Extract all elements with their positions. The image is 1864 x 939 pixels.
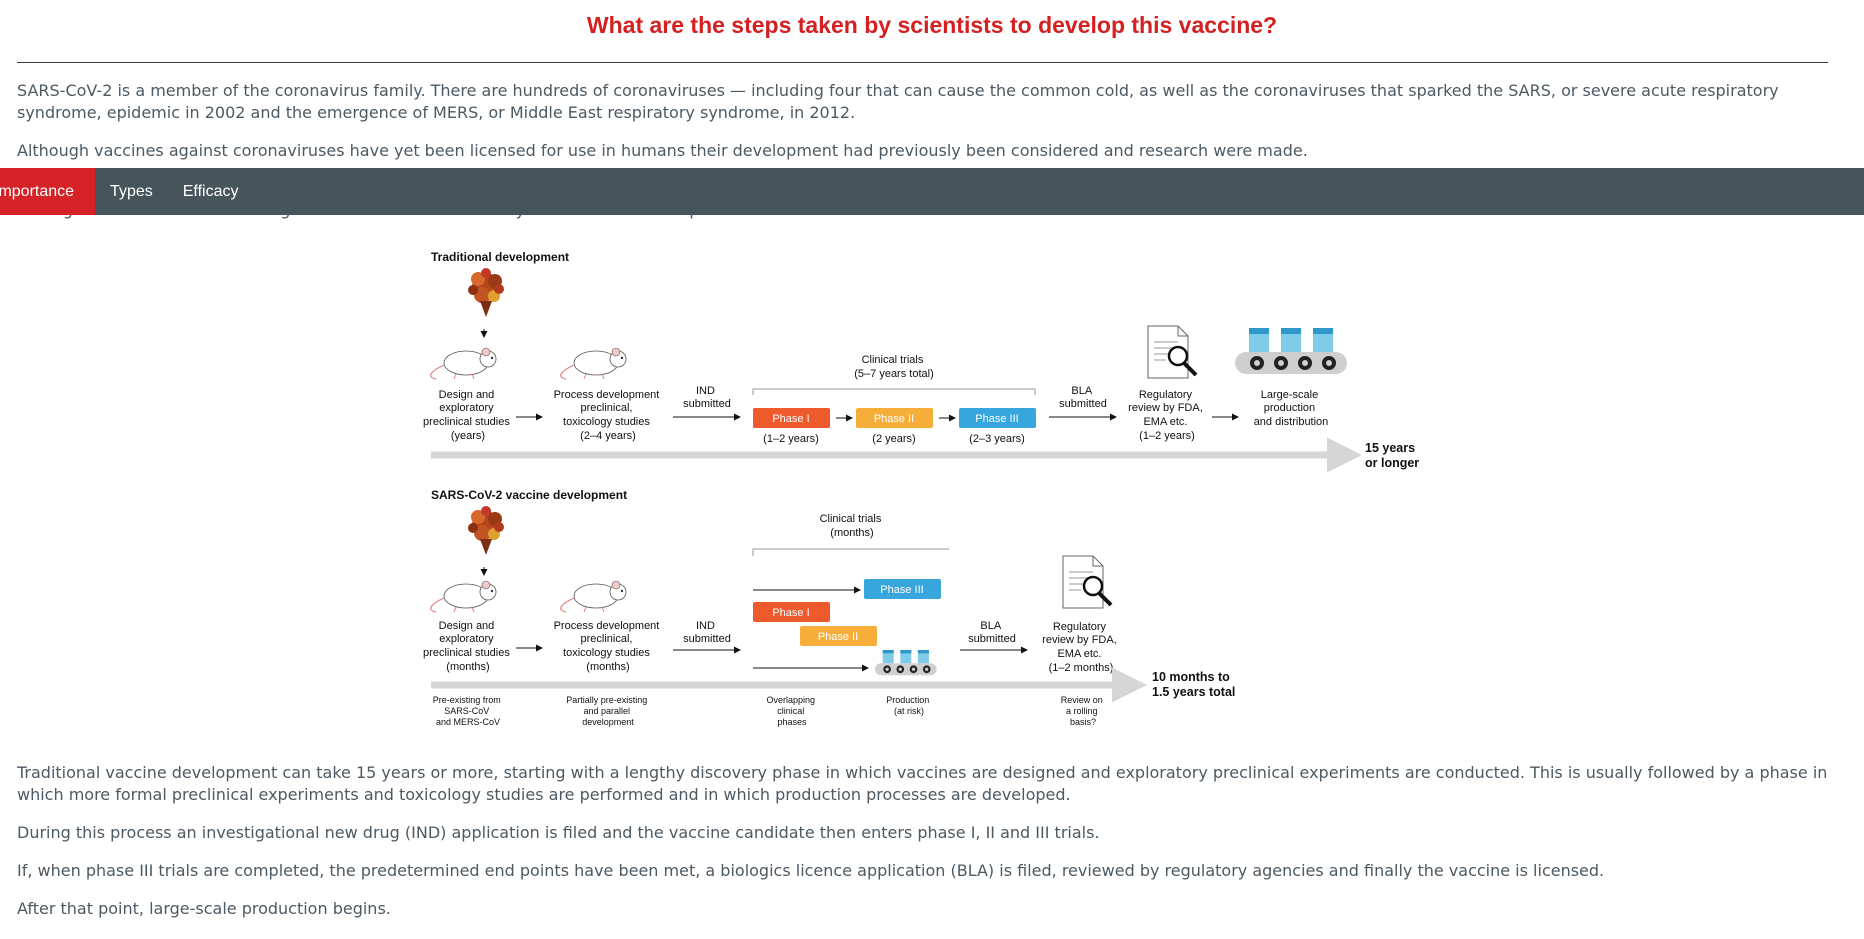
sars-ind: IND submitted xyxy=(683,620,731,645)
sars-phase3-box xyxy=(864,579,941,599)
mouse-icon xyxy=(430,347,497,380)
sars-phase2-label: Phase II xyxy=(818,631,858,643)
traditional-phase1-label: Phase I xyxy=(772,413,809,425)
traditional-clinical-label: Clinical trials (5–7 years total) xyxy=(854,354,933,380)
production-at-risk-icon xyxy=(875,650,937,676)
intro-paragraph-2: Although vaccines against coronaviruses … xyxy=(17,141,1308,160)
mouse-icon xyxy=(560,580,627,613)
title-divider xyxy=(17,62,1828,63)
traditional-review: Regulatory review by FDA, EMA etc. (1–2 … xyxy=(1128,389,1206,442)
traditional-phase3-box xyxy=(959,408,1036,428)
section-tab-bar: Importance Types Efficacy xyxy=(0,168,1864,215)
sars-review: Regulatory review by FDA, EMA etc. (1–2 … xyxy=(1042,621,1120,674)
body-paragraph-4: After that point, large-scale production… xyxy=(17,899,391,918)
sars-phase1-box xyxy=(753,602,830,622)
sars-total: 10 months to 1.5 years total xyxy=(1152,670,1235,699)
tab-efficacy-label: Efficacy xyxy=(182,183,239,200)
sars-note-review: Review on a rolling basis? xyxy=(1061,695,1106,727)
virus-icon xyxy=(468,268,504,317)
body-paragraph-3: If, when phase III trials are completed,… xyxy=(17,861,1605,880)
traditional-phase2-time: (2 years) xyxy=(872,433,915,445)
sars-note-parallel: Partially pre-existing and parallel deve… xyxy=(566,695,650,727)
vaccine-timeline-diagram: Traditional development Design and explo… xyxy=(423,250,1419,727)
traditional-phase2-label: Phase II xyxy=(874,413,914,425)
body-paragraph-1: Traditional vaccine development can take… xyxy=(17,763,1828,804)
sars-heading: SARS-CoV-2 vaccine development xyxy=(431,488,627,502)
regulatory-review-icon xyxy=(1146,324,1198,380)
traditional-phase3-label: Phase III xyxy=(975,413,1018,425)
clinical-bracket xyxy=(752,548,949,556)
traditional-total: 15 years or longer xyxy=(1365,441,1419,470)
sars-step1: Design and exploratory preclinical studi… xyxy=(423,620,513,673)
sars-step2: Process development preclinical, toxicol… xyxy=(554,620,663,673)
regulatory-review-icon xyxy=(1061,554,1113,610)
body-paragraph-2: During this process an investigational n… xyxy=(17,823,1100,842)
traditional-step1: Design and exploratory preclinical studi… xyxy=(423,389,513,442)
virus-icon xyxy=(468,506,504,555)
tab-types[interactable]: Types xyxy=(95,168,168,215)
sars-note-overlapping: Overlapping clinical phases xyxy=(766,695,817,727)
traditional-bla: BLA submitted xyxy=(1059,385,1107,410)
vaccine-development-figure: Traditional development Design and explo… xyxy=(400,238,1460,742)
sars-bla: BLA submitted xyxy=(968,620,1016,645)
traditional-heading: Traditional development xyxy=(431,250,569,264)
tab-importance-label: Importance xyxy=(0,183,75,200)
traditional-step2: Process development preclinical, toxicol… xyxy=(554,389,663,442)
sars-phase1-label: Phase I xyxy=(772,607,809,619)
mouse-icon xyxy=(560,347,627,380)
traditional-phase1-time: (1–2 years) xyxy=(763,433,819,445)
production-line-icon xyxy=(1235,328,1347,374)
sars-clinical-label: Clinical trials (months) xyxy=(820,513,885,539)
page-title: What are the steps taken by scientists t… xyxy=(586,12,1278,38)
traditional-phase1-box xyxy=(753,408,830,428)
traditional-phase2-box xyxy=(856,408,933,428)
tab-efficacy[interactable]: Efficacy xyxy=(168,168,254,215)
traditional-phase3-time: (2–3 years) xyxy=(969,433,1025,445)
traditional-production: Large-scale production and distribution xyxy=(1254,389,1329,428)
tab-types-label: Types xyxy=(110,183,153,200)
mouse-icon xyxy=(430,580,497,613)
clinical-bracket xyxy=(752,388,1036,395)
sars-note-production: Production (at risk) xyxy=(886,695,932,716)
tab-importance[interactable]: Importance xyxy=(0,168,96,215)
sars-note-preexisting: Pre-existing from SARS-CoV and MERS-CoV xyxy=(433,695,504,727)
intro-paragraph-1: SARS-CoV-2 is a member of the coronaviru… xyxy=(17,81,1779,122)
sars-phase2-box xyxy=(800,626,877,646)
sars-phase3-label: Phase III xyxy=(880,584,923,596)
traditional-ind: IND submitted xyxy=(683,385,731,410)
